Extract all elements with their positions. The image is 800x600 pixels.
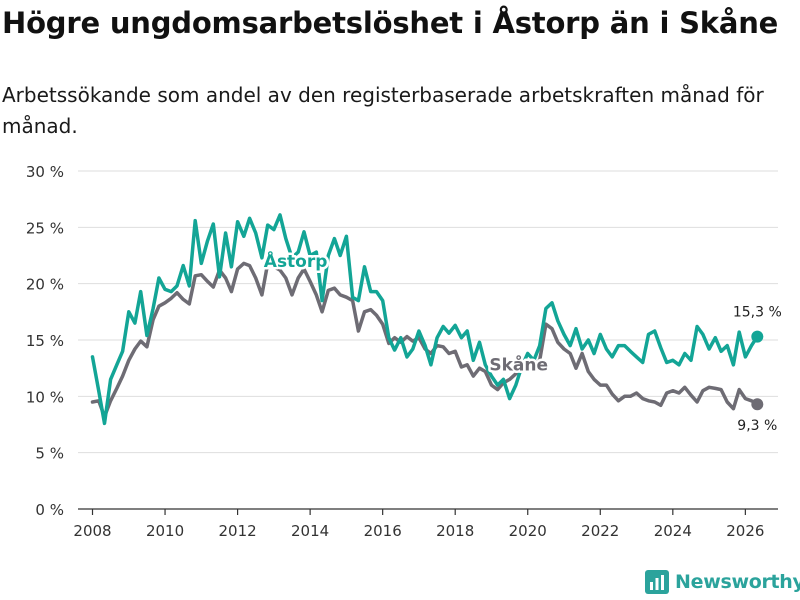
end-point-skane: [751, 398, 764, 411]
series-label-astorp: Åstorp: [264, 249, 328, 272]
x-tick-label: 2008: [73, 522, 111, 540]
y-tick-label: 25 %: [26, 219, 64, 237]
series-line-astorp: [90, 213, 760, 426]
x-tick-label: 2010: [146, 522, 184, 540]
x-tick-label: 2018: [436, 522, 474, 540]
y-tick-label: 10 %: [26, 388, 64, 406]
axes: 0 % 5 % 10 % 15 % 20 % 25 % 30 % 2008 2010 2012 20…: [26, 163, 778, 540]
series-label-skane: Skåne: [489, 353, 548, 375]
series-lines: [90, 213, 764, 426]
x-tick-label: 2022: [581, 522, 619, 540]
x-tick-label: 2016: [364, 522, 402, 540]
end-label-skane: 9,3 %: [737, 418, 777, 434]
brand-name: Newsworthy: [675, 571, 800, 593]
x-tick-label: 2026: [726, 522, 764, 540]
end-point-astorp: [751, 330, 764, 343]
y-tick-label: 30 %: [26, 163, 64, 181]
chart-subtitle: Arbetssökande som andel av den registerb…: [2, 83, 764, 138]
chart-title: Högre ungdomsarbetslöshet i Åstorp än i …: [2, 6, 779, 40]
y-tick-label: 15 %: [26, 332, 64, 350]
series-label-halo: Skåne: [489, 353, 548, 375]
y-tick-label: 5 %: [35, 445, 64, 463]
x-tick-label: 2014: [291, 522, 329, 540]
series-label-halo: Åstorp: [264, 249, 328, 272]
x-tick-label: 2024: [654, 522, 692, 540]
newsworthy-logo: Newsworthy: [645, 570, 800, 594]
end-label-astorp: 15,3 %: [733, 305, 782, 321]
newsworthy-logo-icon: [645, 570, 669, 594]
x-tick-label: 2012: [218, 522, 256, 540]
x-tick-label: 2020: [509, 522, 547, 540]
grid-lines: [78, 170, 778, 454]
y-tick-label: 0 %: [35, 501, 64, 519]
y-tick-label: 20 %: [26, 276, 64, 294]
